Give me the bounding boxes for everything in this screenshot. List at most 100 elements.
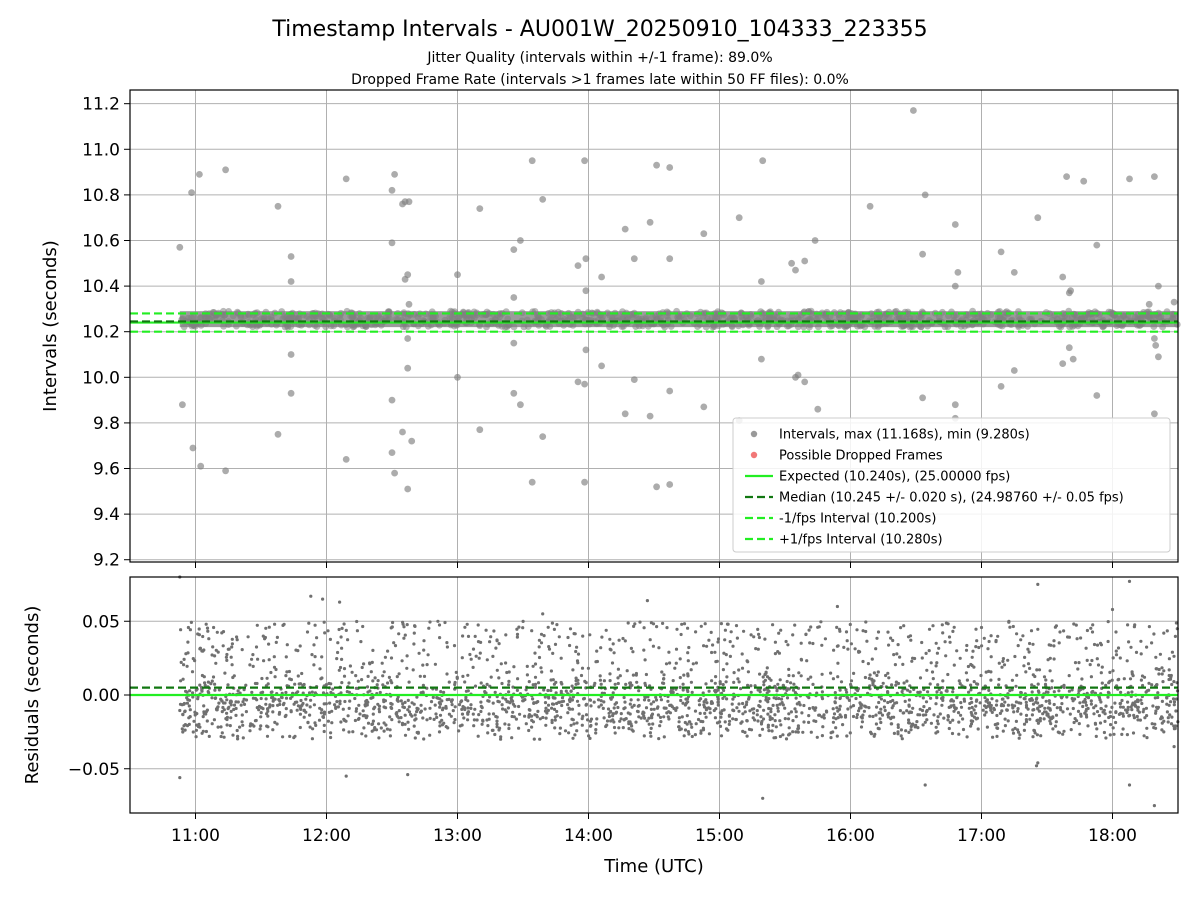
interval-outlier-point [792,266,799,274]
residual-point [1169,700,1173,704]
residual-point [697,699,701,703]
x-tick-label: 16:00 [826,826,875,846]
residual-point [282,622,286,626]
interval-outlier-point [1059,360,1067,367]
residual-point [472,718,476,722]
residual-point [749,728,754,732]
residual-point [629,698,633,702]
residual-point [570,698,575,702]
residual-point [396,695,400,699]
residual-point [882,699,887,703]
residual-point [688,720,692,724]
residual-point [987,701,992,705]
residual-point [598,674,602,678]
interval-outlier-point [1151,335,1158,342]
interval-point [715,322,723,330]
residual-point [1099,707,1103,711]
residual-point [191,691,195,695]
residual-point [1108,679,1112,683]
residual-point [862,709,867,713]
residual-point [1118,656,1122,660]
residual-point [462,716,466,720]
residual-point [1139,652,1143,656]
residual-point [623,639,627,643]
residual-point [388,728,392,732]
residual-point [220,710,224,714]
residual-point [807,706,812,711]
interval-point [827,323,834,330]
residual-point [476,734,480,738]
residual-point [575,721,579,725]
residual-point [1031,642,1035,646]
interval-point [220,322,228,330]
residual-point [1114,630,1118,634]
residual-point [787,673,791,678]
residual-point [244,683,248,687]
residual-point [559,715,563,719]
residual-point [662,735,666,739]
residual-point [838,688,842,692]
residual-point [995,713,999,718]
residual-point [749,684,753,688]
residual-outlier-point [338,600,342,604]
interval-outlier-point [388,396,396,404]
residual-point [361,624,365,629]
residual-point [725,675,729,679]
residual-point [997,661,1001,665]
interval-outlier-point [539,196,547,203]
interval-outlier-point [179,401,186,409]
residual-point [784,639,788,644]
residual-point [871,681,875,685]
residual-point [723,638,727,642]
residual-point [284,707,288,711]
residual-point [686,651,690,655]
residual-point [799,641,803,645]
residual-point [705,701,709,705]
residual-point [215,708,219,712]
residual-point [402,625,406,629]
residual-point [525,673,530,677]
residual-point [599,703,603,707]
residual-point [211,675,216,679]
residual-point [1052,702,1056,707]
residual-point [1152,632,1156,636]
interval-outlier-point [391,469,398,477]
residual-point [935,661,939,665]
residual-point [273,675,277,679]
residual-point [485,658,489,662]
residual-point [485,718,489,722]
residual-point [975,639,979,643]
residual-point [1012,710,1016,714]
residual-point [466,712,470,716]
interval-outlier-point [1067,287,1074,295]
residual-point [1135,714,1139,719]
residual-point [983,713,987,717]
residual-point [728,640,732,644]
residual-point [618,674,622,678]
residual-point [407,705,411,709]
residual-point [1055,706,1059,710]
residual-point [705,644,709,648]
residual-outlier-point [406,773,410,777]
residual-point [887,676,891,680]
legend-label-intervals: Intervals, max (11.168s), min (9.280s) [779,428,1030,443]
interval-outlier-point [189,444,197,452]
residual-point [1014,719,1019,724]
residual-point [521,626,525,630]
residual-point [185,696,189,700]
residual-point [489,635,493,639]
residual-point [1116,678,1120,682]
residual-point [1042,675,1047,679]
x-tick-label: 17:00 [957,826,1006,846]
residual-point [1031,735,1035,739]
residual-point [1108,733,1112,737]
residual-point [807,628,811,632]
intervals-plot-frame [129,89,1179,563]
residual-point [300,671,304,676]
residual-point [861,629,865,633]
residual-point [778,678,782,682]
residual-point [347,706,351,711]
residual-point [675,627,679,631]
residual-point [604,724,608,729]
interval-point [898,323,906,330]
